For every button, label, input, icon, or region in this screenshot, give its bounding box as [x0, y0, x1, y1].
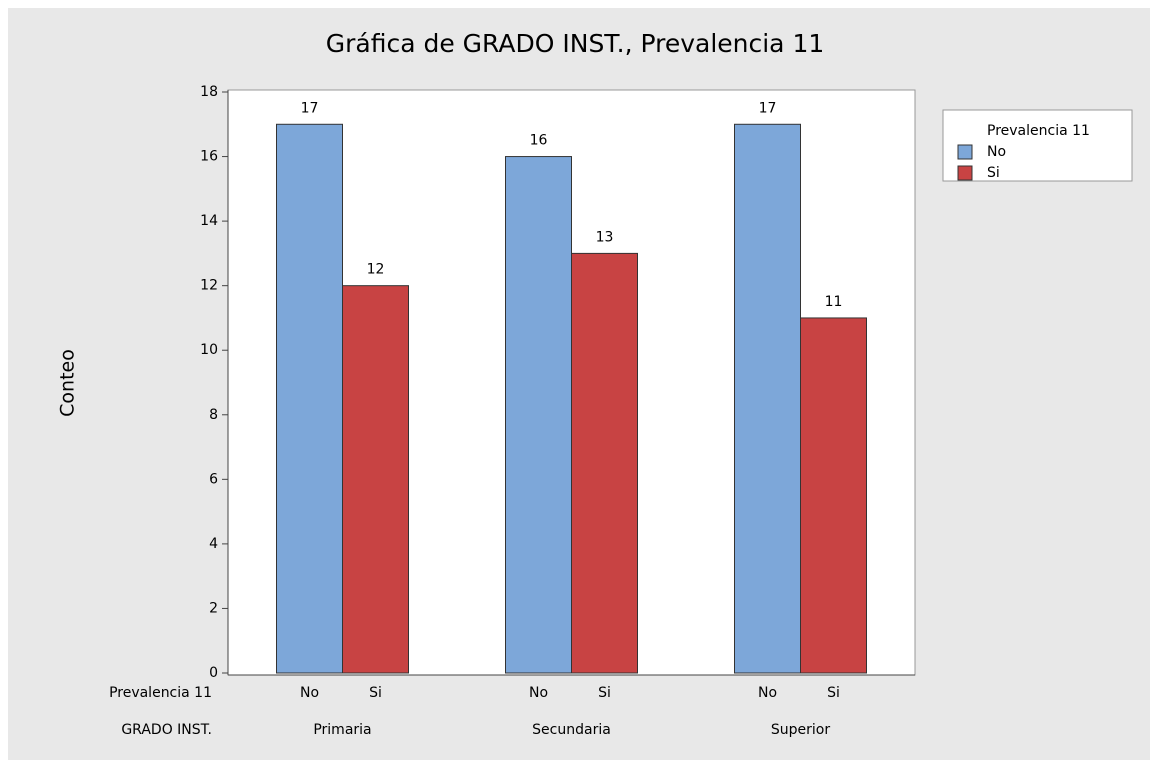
legend-label: Si: [987, 165, 1000, 181]
y-tick-label: 12: [200, 278, 218, 294]
legend-swatch: [957, 144, 973, 160]
data-label: 17: [759, 100, 777, 116]
bar: [800, 317, 867, 674]
x-subtick-label: No: [758, 685, 777, 701]
data-label: 12: [367, 262, 385, 278]
y-tick-label: 0: [209, 665, 218, 681]
bar: [342, 285, 409, 674]
legend-title: Prevalencia 11: [987, 123, 1090, 139]
x-tick-label: Superior: [771, 722, 830, 738]
data-label: 13: [596, 229, 614, 245]
y-tick-label: 14: [200, 213, 218, 229]
x-axis-label: Prevalencia 11: [109, 685, 212, 701]
x-tick-label: Primaria: [313, 722, 371, 738]
bar: [734, 123, 801, 674]
legend-swatch: [957, 165, 973, 181]
data-label: 16: [530, 133, 548, 149]
y-tick-label: 16: [200, 149, 218, 165]
y-tick-label: 10: [200, 342, 218, 358]
y-tick-label: 6: [209, 471, 218, 487]
y-tick-label: 8: [209, 407, 218, 423]
data-label: 17: [301, 100, 319, 116]
x-subtick-label: No: [529, 685, 548, 701]
x-tick-label: Secundaria: [532, 722, 611, 738]
bar: [505, 156, 572, 674]
y-axis-label: Conteo: [57, 349, 79, 417]
bar: [571, 252, 638, 674]
bar: [276, 123, 343, 674]
x-subtick-label: Si: [827, 685, 840, 701]
y-tick-label: 2: [209, 600, 218, 616]
x-subtick-label: No: [300, 685, 319, 701]
legend-label: No: [987, 144, 1006, 160]
x-subtick-label: Si: [598, 685, 611, 701]
x-subtick-label: Si: [369, 685, 382, 701]
y-tick-label: 18: [200, 84, 218, 100]
data-label: 11: [825, 294, 843, 310]
x-axis-label: GRADO INST.: [121, 722, 212, 738]
chart-title: Gráfica de GRADO INST., Prevalencia 11: [326, 29, 825, 58]
y-tick-label: 4: [209, 536, 218, 552]
legend: [942, 109, 1133, 182]
